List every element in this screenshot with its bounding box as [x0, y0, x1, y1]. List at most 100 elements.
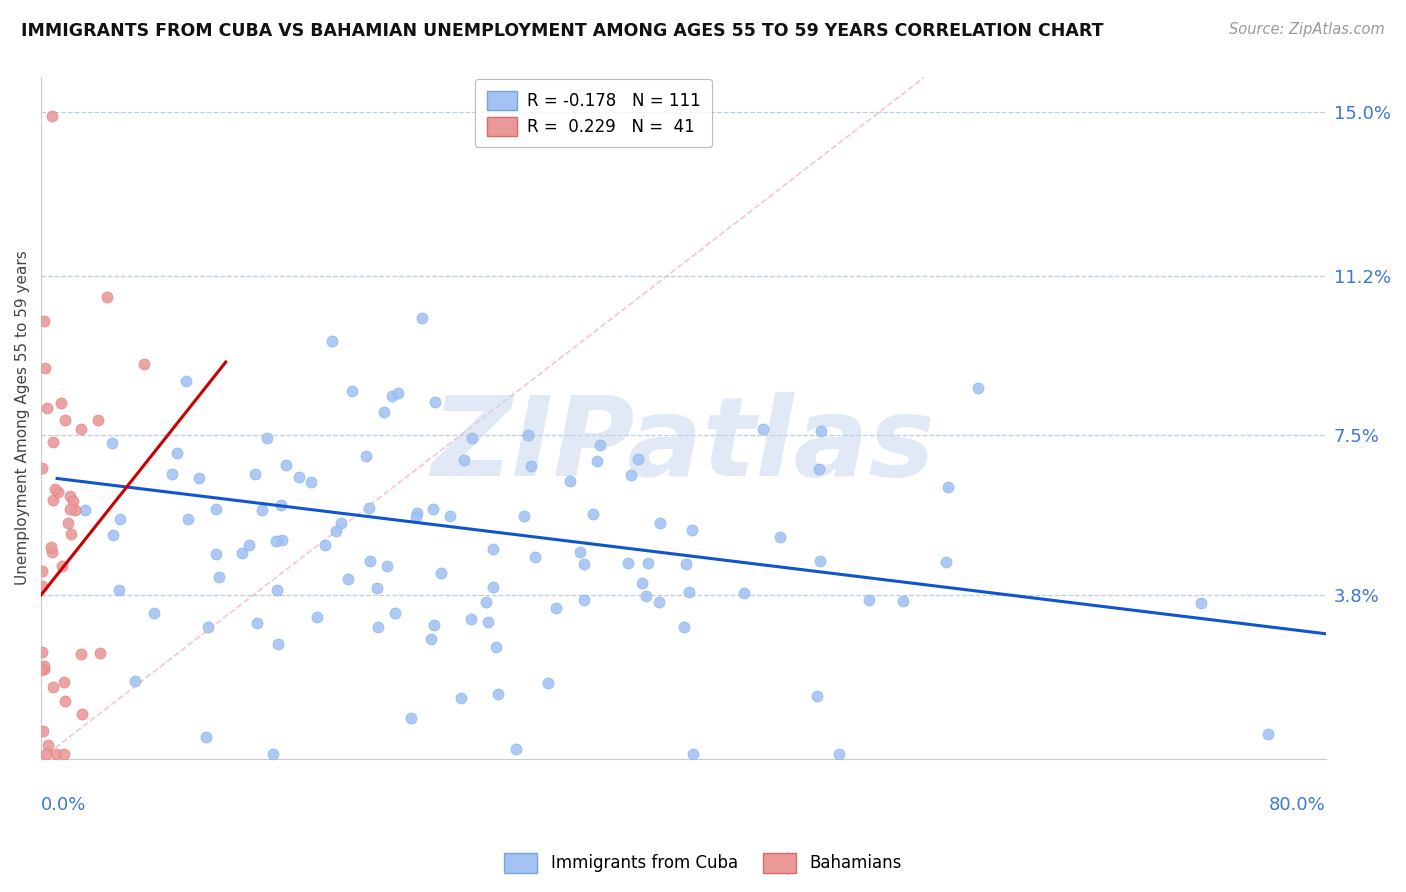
Point — [51, 396, 73, 410]
Point — [266, 533, 288, 548]
Point — [520, 458, 543, 473]
Point — [107, 583, 129, 598]
Point — [828, 747, 851, 762]
Point — [460, 432, 482, 446]
Point — [243, 467, 266, 482]
Point — [568, 545, 591, 559]
Point — [35, 747, 58, 762]
Point — [810, 424, 832, 438]
Point — [807, 462, 830, 476]
Point — [89, 646, 111, 660]
Point — [423, 394, 446, 409]
Point — [188, 471, 211, 485]
Point — [287, 469, 309, 483]
Point — [357, 501, 380, 516]
Point — [367, 620, 389, 634]
Point — [636, 590, 658, 604]
Point — [672, 620, 695, 634]
Point — [517, 428, 540, 442]
Point — [73, 503, 96, 517]
Point — [299, 475, 322, 489]
Point — [42, 680, 65, 694]
Point — [59, 527, 82, 541]
Point — [769, 530, 792, 544]
Point — [204, 502, 226, 516]
Point — [936, 480, 959, 494]
Point — [482, 580, 505, 594]
Point — [31, 724, 53, 739]
Point — [858, 593, 880, 607]
Point — [30, 663, 52, 677]
Text: 80.0%: 80.0% — [1268, 797, 1326, 814]
Point — [650, 516, 672, 530]
Point — [267, 637, 290, 651]
Point — [681, 523, 703, 537]
Text: Source: ZipAtlas.com: Source: ZipAtlas.com — [1229, 22, 1385, 37]
Point — [160, 467, 183, 481]
Point — [630, 575, 652, 590]
Point — [586, 453, 609, 467]
Point — [450, 690, 472, 705]
Point — [63, 503, 86, 517]
Point — [42, 493, 65, 508]
Point — [373, 405, 395, 419]
Point — [250, 502, 273, 516]
Point — [675, 557, 697, 571]
Point — [41, 109, 63, 123]
Point — [56, 516, 79, 530]
Point — [34, 360, 56, 375]
Point — [305, 609, 328, 624]
Point — [53, 694, 76, 708]
Point — [37, 738, 59, 752]
Point — [453, 453, 475, 467]
Point — [70, 422, 93, 436]
Point — [682, 747, 704, 762]
Point — [405, 509, 427, 524]
Point — [44, 482, 66, 496]
Point — [53, 413, 76, 427]
Point — [31, 460, 53, 475]
Point — [423, 617, 446, 632]
Point — [381, 389, 404, 403]
Point — [475, 595, 498, 609]
Point — [32, 659, 55, 673]
Point — [354, 449, 377, 463]
Point — [582, 508, 605, 522]
Point — [51, 559, 73, 574]
Point — [31, 579, 53, 593]
Point — [266, 583, 288, 598]
Point — [325, 524, 347, 538]
Point — [46, 485, 69, 500]
Point — [45, 747, 67, 762]
Point — [142, 606, 165, 620]
Point — [70, 647, 93, 661]
Text: ZIPatlas: ZIPatlas — [432, 392, 935, 499]
Point — [387, 386, 409, 401]
Point — [262, 747, 284, 762]
Point — [42, 435, 65, 450]
Point — [505, 742, 527, 756]
Point — [197, 620, 219, 634]
Point — [648, 595, 671, 609]
Point — [101, 528, 124, 542]
Point — [806, 689, 828, 703]
Point — [58, 489, 80, 503]
Point — [108, 511, 131, 525]
Point — [31, 564, 53, 578]
Point — [62, 494, 84, 508]
Y-axis label: Unemployment Among Ages 55 to 59 years: Unemployment Among Ages 55 to 59 years — [15, 251, 30, 585]
Point — [617, 556, 640, 570]
Point — [314, 538, 336, 552]
Text: IMMIGRANTS FROM CUBA VS BAHAMIAN UNEMPLOYMENT AMONG AGES 55 TO 59 YEARS CORRELAT: IMMIGRANTS FROM CUBA VS BAHAMIAN UNEMPLO… — [21, 22, 1104, 40]
Point — [87, 413, 110, 427]
Point — [256, 431, 278, 445]
Point — [59, 502, 82, 516]
Point — [174, 374, 197, 388]
Point — [627, 452, 650, 467]
Point — [733, 585, 755, 599]
Point — [32, 313, 55, 327]
Point — [572, 593, 595, 607]
Point — [966, 382, 988, 396]
Point — [41, 545, 63, 559]
Point — [32, 662, 55, 676]
